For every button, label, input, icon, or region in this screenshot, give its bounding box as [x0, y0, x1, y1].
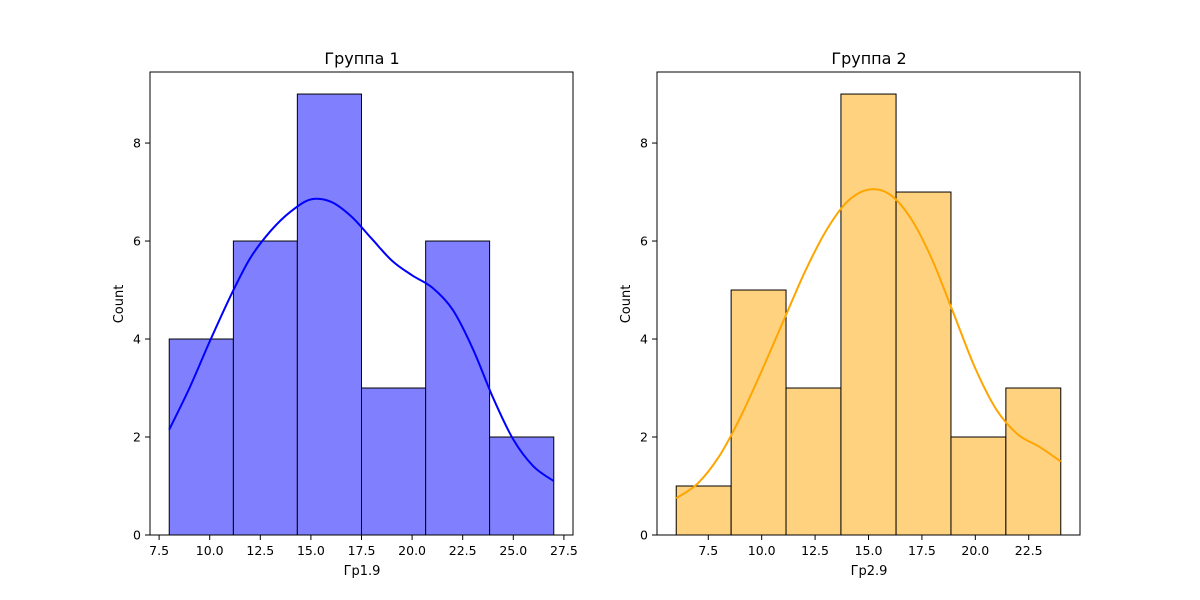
x-tick-label: 22.5 — [1015, 543, 1043, 558]
x-tick-label: 15.0 — [855, 543, 883, 558]
kde-curve — [168, 197, 555, 482]
histogram-bar-5 — [425, 240, 491, 536]
kde-curve — [675, 188, 1062, 500]
kde-line — [675, 188, 1062, 500]
chart-title: Группа 2 — [831, 49, 906, 68]
y-ticks: 0 2 4 6 8 — [640, 136, 657, 543]
x-tick-label: 10.0 — [196, 543, 224, 558]
histogram-bar-3 — [785, 387, 842, 536]
x-axis-label: Гр1.9 — [344, 564, 381, 579]
x-tick-label: 27.5 — [550, 543, 578, 558]
x-tick-label: 12.5 — [801, 543, 829, 558]
x-tick-label: 20.0 — [961, 543, 989, 558]
y-tick-label: 8 — [640, 136, 648, 151]
x-tick-label: 20.0 — [398, 543, 426, 558]
chart-title: Группа 1 — [324, 49, 399, 68]
kde-line — [168, 197, 555, 482]
y-ticks: 0 2 4 6 8 — [133, 136, 150, 543]
histogram-bar-6 — [950, 436, 1007, 536]
y-tick-label: 0 — [640, 528, 648, 543]
x-ticks: 7.5 10.0 12.5 15.0 17.5 20.0 22.5 25.0 27.5 — [149, 535, 578, 558]
histogram-bar-1 — [675, 485, 732, 536]
histogram-bar-4 — [840, 93, 897, 536]
x-tick-label: 12.5 — [246, 543, 274, 558]
x-tick-label: 17.5 — [908, 543, 936, 558]
histogram-bar-2 — [232, 240, 298, 536]
x-tick-label: 22.5 — [449, 543, 477, 558]
x-tick-label: 15.0 — [297, 543, 325, 558]
y-axis-label: Count — [112, 285, 127, 324]
x-axis-label: Гр2.9 — [851, 564, 888, 579]
histogram-bar-1 — [168, 338, 234, 536]
y-tick-label: 4 — [640, 332, 648, 347]
subplot-group-2: Группа 2 Гр2.9 Count 7.5 10.0 12.5 15.0 17.5… — [619, 49, 1081, 579]
y-tick-label: 8 — [133, 136, 141, 151]
y-tick-label: 2 — [640, 430, 648, 445]
y-tick-label: 2 — [133, 430, 141, 445]
x-tick-label: 7.5 — [698, 543, 718, 558]
histogram-bar-3 — [296, 93, 362, 536]
histogram-bar-7 — [1005, 387, 1062, 536]
y-tick-label: 6 — [640, 234, 648, 249]
axes-frame — [656, 71, 1081, 536]
y-tick-label: 6 — [133, 234, 141, 249]
bars — [168, 93, 555, 536]
histogram-bar-4 — [361, 387, 427, 536]
histogram-bar-2 — [730, 289, 787, 536]
axes-frame — [149, 71, 574, 536]
x-tick-label: 25.0 — [499, 543, 527, 558]
y-tick-label: 0 — [133, 528, 141, 543]
y-tick-label: 4 — [133, 332, 141, 347]
x-ticks: 7.5 10.0 12.5 15.0 17.5 20.0 22.5 — [698, 535, 1043, 558]
bars — [675, 93, 1062, 536]
histogram-bar-5 — [895, 191, 952, 536]
y-axis-label: Count — [619, 285, 634, 324]
x-tick-label: 17.5 — [348, 543, 376, 558]
x-tick-label: 7.5 — [149, 543, 169, 558]
x-tick-label: 10.0 — [748, 543, 776, 558]
subplot-group-1: Группа 1 Гр1.9 Count 7.5 10.0 12.5 15.0 17.5… — [112, 49, 578, 579]
